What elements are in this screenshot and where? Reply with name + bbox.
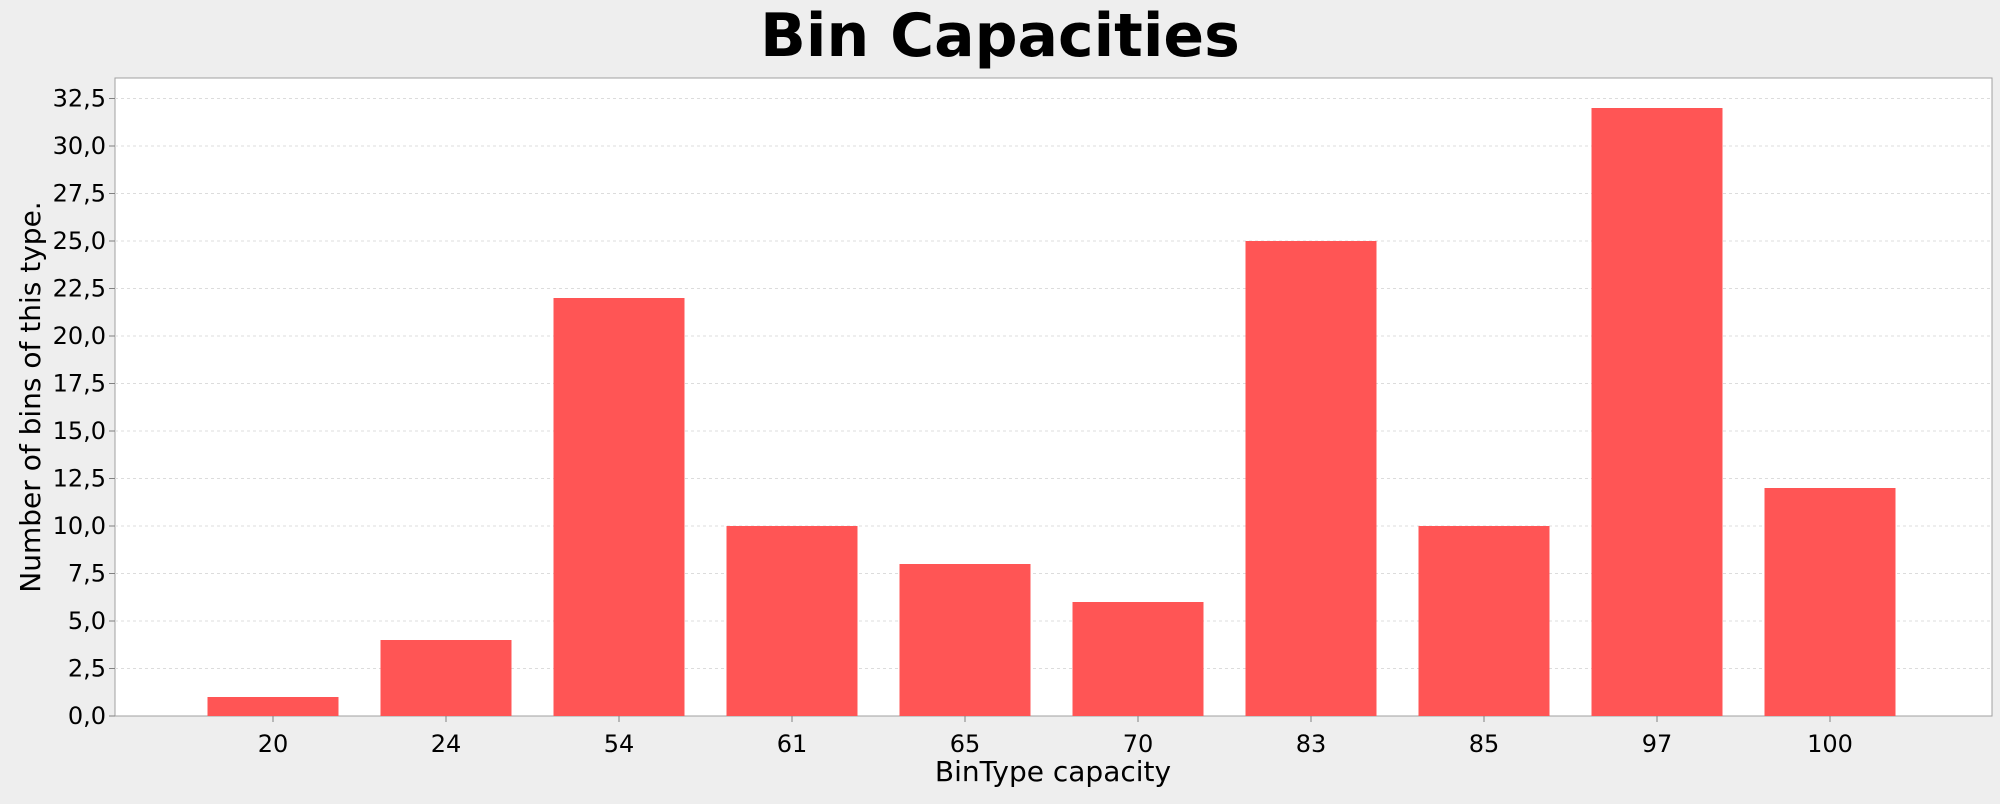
y-tick-label: 5,0 <box>68 607 106 635</box>
bar-100 <box>1764 488 1896 716</box>
bar-70 <box>1072 602 1204 716</box>
x-tick-label: 54 <box>604 730 635 758</box>
bar-97 <box>1591 108 1723 716</box>
y-tick-label: 7,5 <box>68 560 106 588</box>
x-tick-label: 20 <box>258 730 289 758</box>
bar-24 <box>380 640 512 716</box>
y-tick-label: 0,0 <box>68 702 106 730</box>
x-tick-label: 24 <box>431 730 462 758</box>
bars <box>207 108 1896 716</box>
y-tick-label: 10,0 <box>53 512 106 540</box>
bar-20 <box>207 697 339 716</box>
bar-65 <box>899 564 1031 716</box>
y-tick-label: 12,5 <box>53 465 106 493</box>
y-tick-label: 2,5 <box>68 655 106 683</box>
bar-61 <box>726 526 858 716</box>
x-tick-label: 70 <box>1123 730 1154 758</box>
bar-85 <box>1418 526 1550 716</box>
x-tick-label: 97 <box>1642 730 1673 758</box>
x-axis-label: BinType capacity <box>935 755 1171 788</box>
y-axis-ticks: 0,0 2,5 5,0 7,5 10,0 12,5 15,0 17,5 20,0 22,5 25,0… <box>53 85 115 730</box>
x-tick-label: 83 <box>1296 730 1327 758</box>
x-tick-label: 100 <box>1807 730 1853 758</box>
y-tick-label: 15,0 <box>53 417 106 445</box>
x-tick-label: 65 <box>950 730 981 758</box>
y-tick-label: 17,5 <box>53 370 106 398</box>
y-tick-label: 30,0 <box>53 132 106 160</box>
bar-83 <box>1245 241 1377 716</box>
y-axis-label: Number of bins of this type. <box>14 201 47 592</box>
chart-title: Bin Capacities <box>760 1 1240 71</box>
y-tick-label: 20,0 <box>53 322 106 350</box>
x-tick-label: 85 <box>1469 730 1500 758</box>
y-tick-label: 27,5 <box>53 180 106 208</box>
x-tick-label: 61 <box>777 730 808 758</box>
y-tick-label: 32,5 <box>53 85 106 113</box>
bar-54 <box>553 298 685 716</box>
x-axis-ticks: 20 24 54 61 65 70 83 85 97 100 <box>258 716 1853 758</box>
y-tick-label: 25,0 <box>53 227 106 255</box>
y-tick-label: 22,5 <box>53 275 106 303</box>
